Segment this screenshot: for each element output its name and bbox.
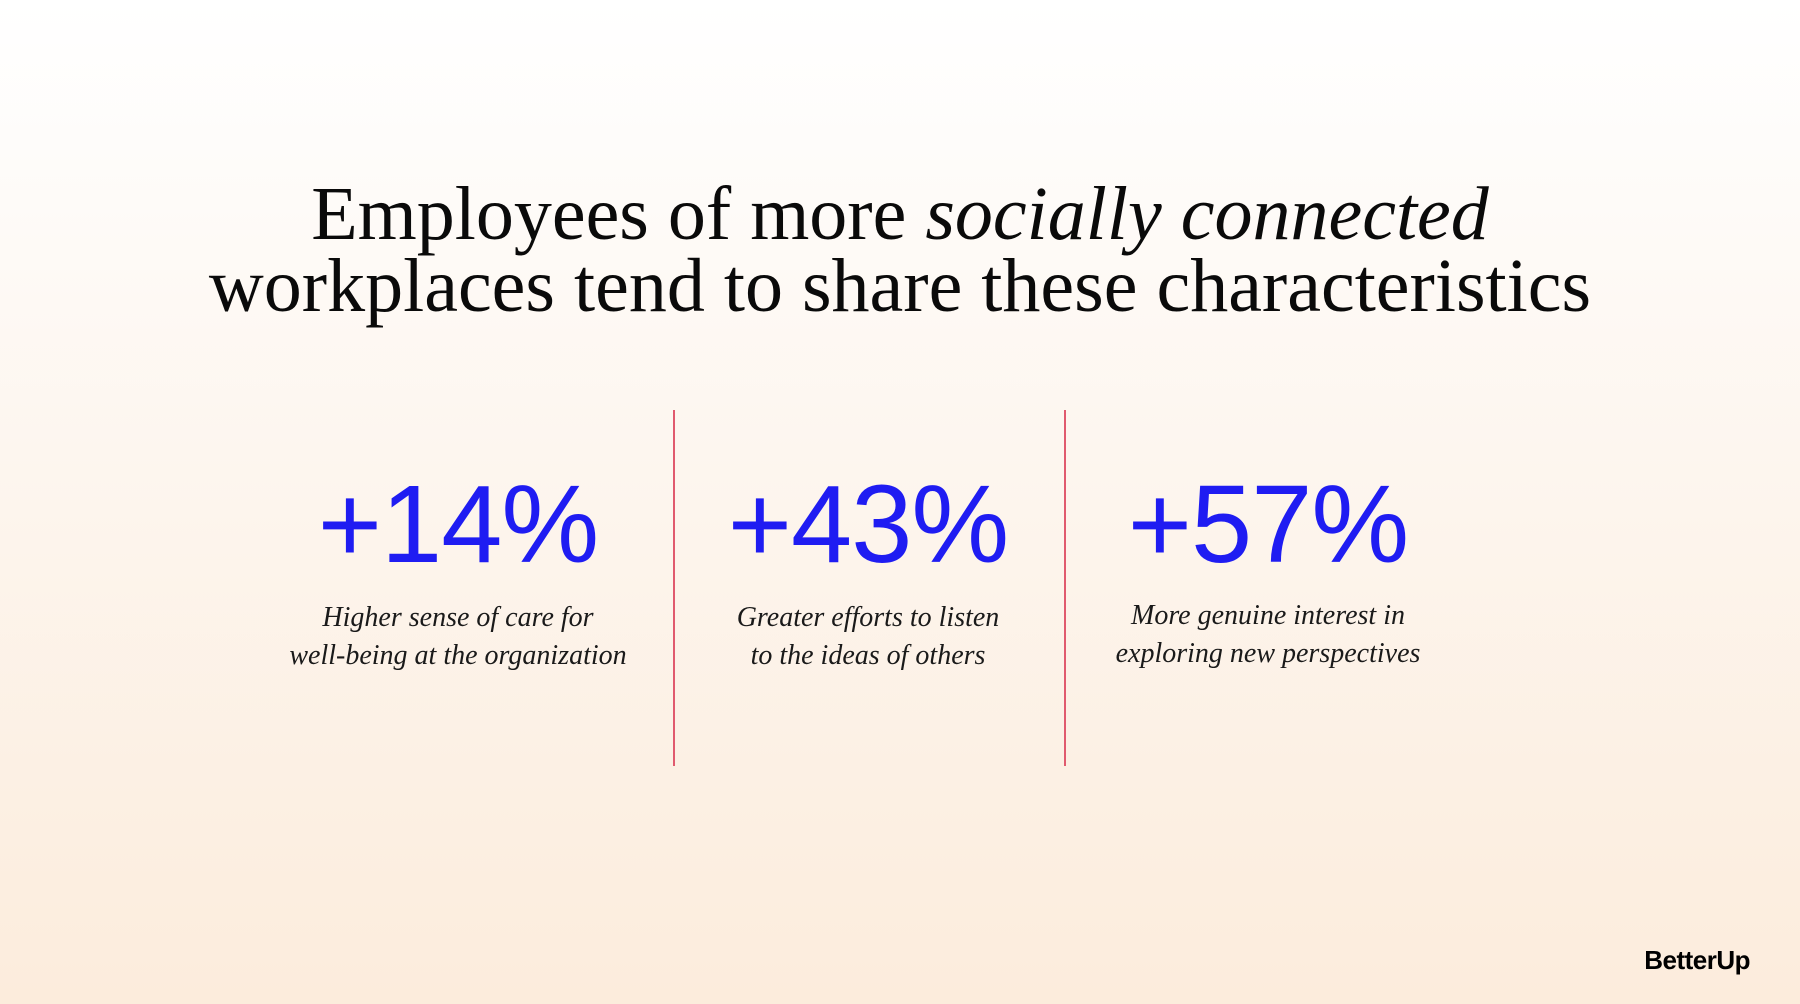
stat-card-1: +14% Higher sense of care for well-being…: [248, 465, 668, 675]
stat-value: +43%: [727, 463, 1009, 586]
stat-description-line: well-being at the organization: [289, 640, 627, 671]
stat-description: More genuine interest in exploring new p…: [1058, 597, 1478, 673]
title-line-1: Employees of more socially connected: [0, 176, 1800, 252]
stat-value: +57%: [1127, 463, 1409, 586]
stat-description-line: to the ideas of others: [750, 640, 986, 671]
title-line-1-italic: socially connected: [925, 172, 1489, 256]
title-line-2: workplaces tend to share these character…: [208, 244, 1592, 328]
divider: [1064, 410, 1066, 766]
stat-description-line: More genuine interest in: [1131, 600, 1405, 631]
stat-description-line: Greater efforts to listen: [736, 602, 1000, 633]
stat-description: Higher sense of care for well-being at t…: [248, 599, 668, 675]
stat-description-line: Higher sense of care for: [322, 602, 594, 633]
divider: [673, 410, 675, 766]
stat-description-line: exploring new perspectives: [1115, 638, 1421, 669]
stat-card-2: +43% Greater efforts to listen to the id…: [658, 465, 1078, 675]
stat-card-3: +57% More genuine interest in exploring …: [1058, 465, 1478, 673]
title-line-1-text: Employees of more: [311, 172, 926, 256]
betterup-logo: BetterUp: [1644, 945, 1750, 975]
stat-description: Greater efforts to listen to the ideas o…: [658, 599, 1078, 675]
stat-value: +14%: [317, 463, 599, 586]
slide-title: Employees of more socially connected wor…: [0, 176, 1800, 328]
